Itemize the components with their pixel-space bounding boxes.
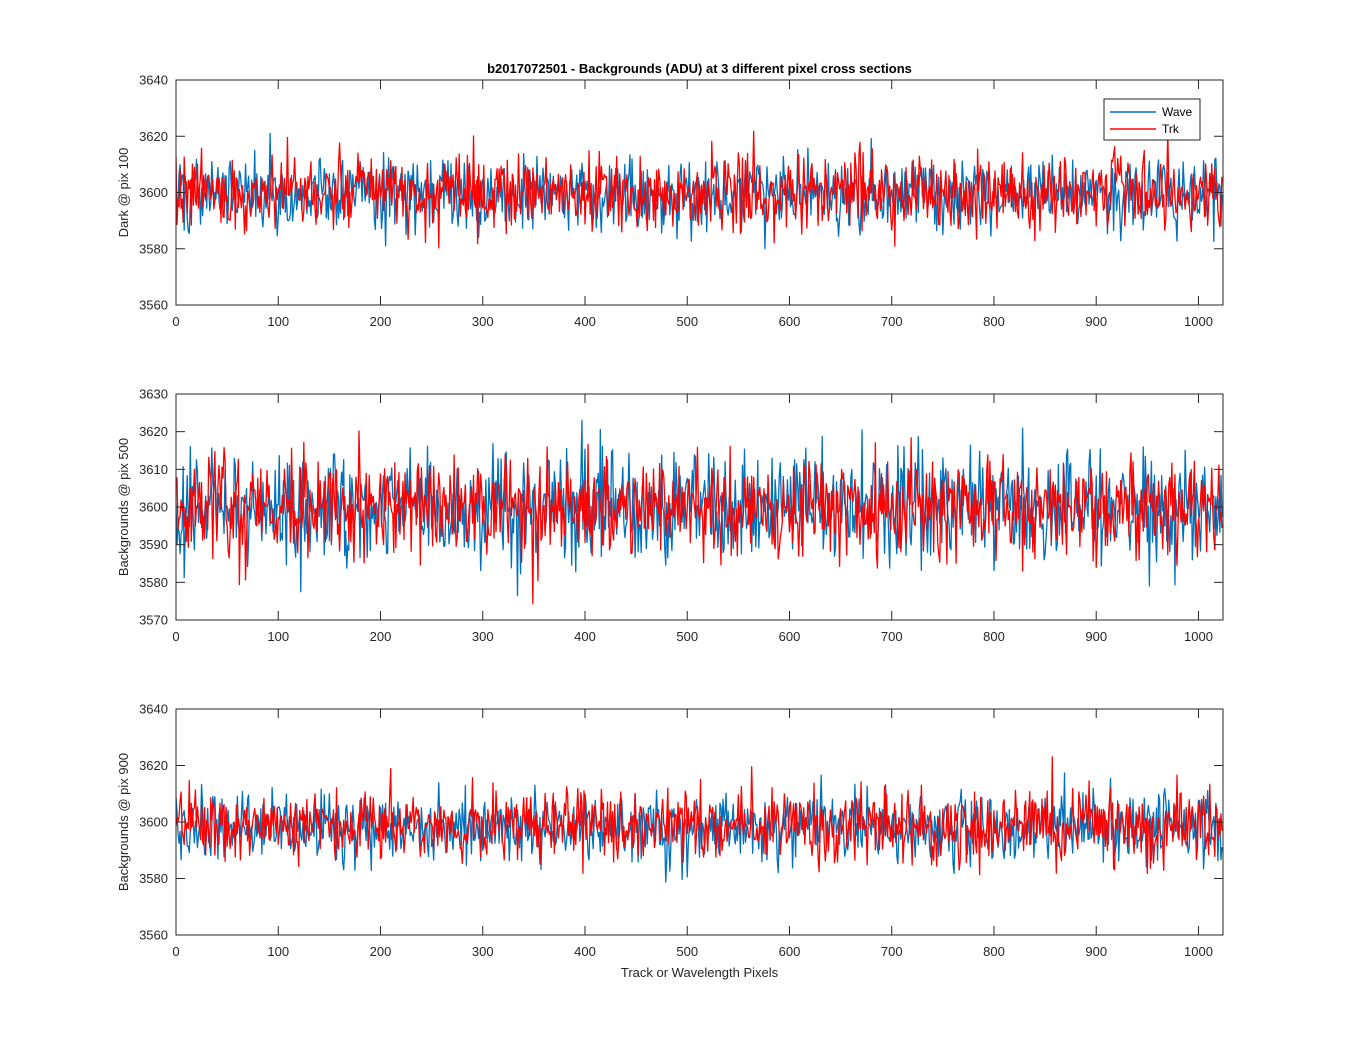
y-tick-label: 3600 xyxy=(139,185,168,200)
y-axis-label: Dark @ pix 100 xyxy=(116,148,131,238)
x-tick-label: 100 xyxy=(267,944,289,959)
x-tick-label: 700 xyxy=(881,314,903,329)
y-tick-label: 3620 xyxy=(139,758,168,773)
y-axis-label: Backgrounds @ pix 500 xyxy=(116,438,131,576)
series-line-trk xyxy=(176,130,1223,249)
y-tick-label: 3620 xyxy=(139,424,168,439)
series-line-trk xyxy=(176,756,1223,876)
subplot-2: 0 100 200 300 400 500 600 700 800 900 1000 3570 3580… xyxy=(116,387,1224,644)
x-tick-label: 300 xyxy=(472,944,494,959)
y-axis-label: Backgrounds @ pix 900 xyxy=(116,753,131,891)
x-tick-label: 600 xyxy=(779,314,801,329)
x-tick-label: 700 xyxy=(881,944,903,959)
subplot-3: 0 100 200 300 400 500 600 700 800 900 1000 3560 3580… xyxy=(116,702,1224,980)
x-tick-label: 600 xyxy=(779,629,801,644)
x-tick-label: 400 xyxy=(574,314,596,329)
y-tick-label: 3600 xyxy=(139,500,168,515)
y-tick-label: 3640 xyxy=(139,73,168,88)
y-tick-label: 3580 xyxy=(139,241,168,256)
x-tick-label: 0 xyxy=(172,944,179,959)
x-tick-label: 200 xyxy=(370,944,392,959)
x-tick-label: 200 xyxy=(370,629,392,644)
x-axis-label: Track or Wavelength Pixels xyxy=(621,965,779,980)
x-tick-label: 800 xyxy=(983,629,1005,644)
x-tick-label: 1000 xyxy=(1184,629,1213,644)
legend-box xyxy=(1103,98,1201,141)
x-tick-label: 900 xyxy=(1085,314,1107,329)
x-tick-label: 1000 xyxy=(1184,944,1213,959)
y-tick-label: 3610 xyxy=(139,462,168,477)
y-tick-label: 3560 xyxy=(139,928,168,943)
y-tick-label: 3590 xyxy=(139,537,168,552)
x-tick-label: 800 xyxy=(983,944,1005,959)
legend-label-wave: Wave xyxy=(1162,105,1193,119)
x-tick-label: 500 xyxy=(676,629,698,644)
x-tick-label: 400 xyxy=(574,944,596,959)
y-tick-label: 3570 xyxy=(139,613,168,628)
x-tick-label: 800 xyxy=(983,314,1005,329)
series-line-trk xyxy=(176,430,1223,605)
x-tick-label: 200 xyxy=(370,314,392,329)
legend: Wave Trk xyxy=(1103,98,1201,141)
x-tick-label: 300 xyxy=(472,629,494,644)
x-tick-label: 900 xyxy=(1085,629,1107,644)
y-tick-label: 3580 xyxy=(139,871,168,886)
x-tick-label: 100 xyxy=(267,629,289,644)
y-tick-label: 3620 xyxy=(139,129,168,144)
x-tick-label: 0 xyxy=(172,314,179,329)
y-tick-label: 3560 xyxy=(139,298,168,313)
legend-label-trk: Trk xyxy=(1162,122,1180,136)
x-tick-label: 700 xyxy=(881,629,903,644)
chart-title: b2017072501 - Backgrounds (ADU) at 3 dif… xyxy=(487,61,912,76)
y-tick-label: 3630 xyxy=(139,387,168,402)
x-tick-label: 300 xyxy=(472,314,494,329)
x-tick-label: 500 xyxy=(676,944,698,959)
x-tick-label: 600 xyxy=(779,944,801,959)
y-tick-label: 3640 xyxy=(139,702,168,717)
x-tick-label: 0 xyxy=(172,629,179,644)
subplot-1: 0 100 200 300 400 500 600 700 800 900 1000 3560 3580… xyxy=(116,61,1224,329)
x-tick-label: 100 xyxy=(267,314,289,329)
y-tick-label: 3580 xyxy=(139,575,168,590)
x-tick-label: 500 xyxy=(676,314,698,329)
x-tick-label: 900 xyxy=(1085,944,1107,959)
x-tick-label: 1000 xyxy=(1184,314,1213,329)
x-tick-label: 400 xyxy=(574,629,596,644)
y-tick-label: 3600 xyxy=(139,815,168,830)
